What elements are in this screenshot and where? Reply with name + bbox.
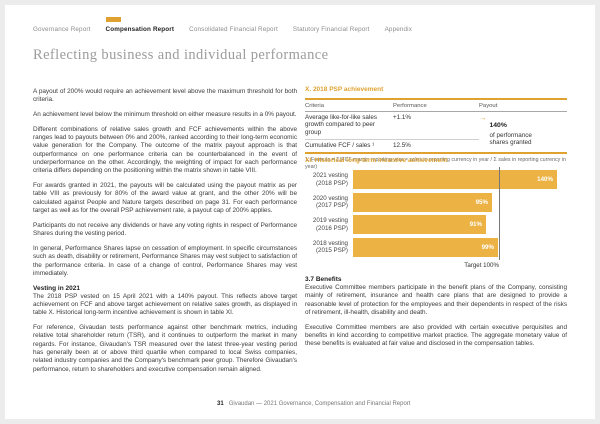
column-header-criteria: Criteria — [305, 100, 393, 112]
incentive-chart-section: XI. Historical long-term incentive achie… — [305, 157, 567, 269]
column-header-performance: Performance — [393, 100, 479, 112]
paragraph: Participants do not receive any dividend… — [33, 221, 297, 238]
page-number: 31 — [217, 401, 224, 407]
document-page: Governance Report Compensation Report Co… — [5, 5, 595, 419]
target-label: Target 100% — [464, 262, 499, 269]
nav-tab-governance-report[interactable]: Governance Report — [33, 26, 91, 33]
bar-value-label: 95% — [475, 198, 488, 206]
bar-row: 2021 vesting (2018 PSP) 140% — [305, 170, 567, 189]
left-column: A payout of 200% would require an achiev… — [33, 88, 297, 380]
bar-value-label: 140% — [537, 176, 553, 183]
nav-tab-consolidated-financial-report[interactable]: Consolidated Financial Report — [189, 26, 278, 33]
bar-category-label: 2020 vesting (2017 PSP) — [312, 194, 348, 210]
bar-row: 2018 vesting (2015 PSP) 99% — [305, 237, 567, 257]
paragraph: A payout of 200% would require an achiev… — [33, 88, 297, 104]
nav-tab-appendix[interactable]: Appendix — [384, 26, 413, 33]
benefits-section: 3.7 Benefits Executive Committee members… — [305, 276, 567, 355]
chart-title: XI. Historical long-term incentive achie… — [305, 157, 448, 164]
payout-value: 140% — [489, 122, 507, 129]
vesting-heading: Vesting in 2021 — [33, 284, 80, 292]
footer-text: Givaudan — 2021 Governance, Compensation… — [228, 401, 411, 407]
bar-row: 2019 vesting (2016 PSP) 91% — [305, 215, 567, 234]
arrow-right-icon: → — [479, 113, 487, 122]
bar: 140% — [353, 170, 557, 189]
nav-tab-statutory-financial-report[interactable]: Statutory Financial Report — [292, 26, 370, 33]
table-cell-criteria: Cumulative FCF / sales ¹ — [305, 142, 375, 150]
benefits-heading: 3.7 Benefits — [305, 276, 342, 283]
paragraph: Executive Committee members are also pro… — [305, 323, 567, 348]
target-line — [499, 167, 500, 260]
table-cell-performance: 12.5% — [393, 142, 411, 150]
paragraph: In general, Performance Shares lapse on … — [33, 244, 297, 277]
table-title: X. 2018 PSP achievement — [305, 86, 384, 93]
paragraph: An achievement level below the minimum t… — [33, 111, 297, 119]
psp-achievement-table: Criteria Performance Payout Average like… — [305, 98, 567, 155]
bar-value-label: 99% — [481, 243, 494, 251]
bar-category-label: 2021 vesting (2018 PSP) — [312, 172, 348, 187]
bar-chart: 2021 vesting (2018 PSP) 140% 2020 vestin… — [305, 167, 567, 269]
table-cell-criteria: Average like-for-like sales growth compa… — [305, 112, 393, 140]
paragraph: Different combinations of relative sales… — [33, 125, 297, 175]
column-header-payout: Payout — [479, 100, 567, 112]
paragraph: The 2018 PSP vested on 15 April 2021 wit… — [33, 292, 297, 317]
bar: 91% — [353, 215, 486, 234]
page-footer: 31 Givaudan — 2021 Governance, Compensati… — [217, 401, 410, 407]
paragraph: Executive Committee members participate … — [305, 284, 567, 316]
bar-category-label: 2018 vesting (2015 PSP) — [312, 239, 348, 255]
table-cell-performance: +1.1% — [393, 112, 479, 140]
page-title: Reflecting business and individual perfo… — [33, 47, 329, 63]
bar-category-label: 2019 vesting (2016 PSP) — [312, 217, 348, 232]
bar-row: 2020 vesting (2017 PSP) 95% — [305, 192, 567, 212]
nav-tab-compensation-report[interactable]: Compensation Report — [105, 17, 175, 33]
table-footnote: 1. Formula = Σ(FCF margin reporting year… — [305, 157, 566, 170]
payout-cell: → 140% of performance shares granted — [479, 112, 567, 153]
bar: 99% — [353, 237, 498, 257]
payout-caption: of performance shares granted — [489, 132, 532, 147]
psp-table-section: X. 2018 PSP achievement Criteria Perform… — [305, 86, 567, 170]
bar: 95% — [353, 192, 492, 212]
paragraph: For reference, Givaudan tests performanc… — [33, 324, 297, 373]
top-nav: Governance Report Compensation Report Co… — [33, 17, 413, 33]
paragraph: For awards granted in 2021, the payouts … — [33, 182, 297, 215]
bar-value-label: 91% — [469, 221, 482, 228]
